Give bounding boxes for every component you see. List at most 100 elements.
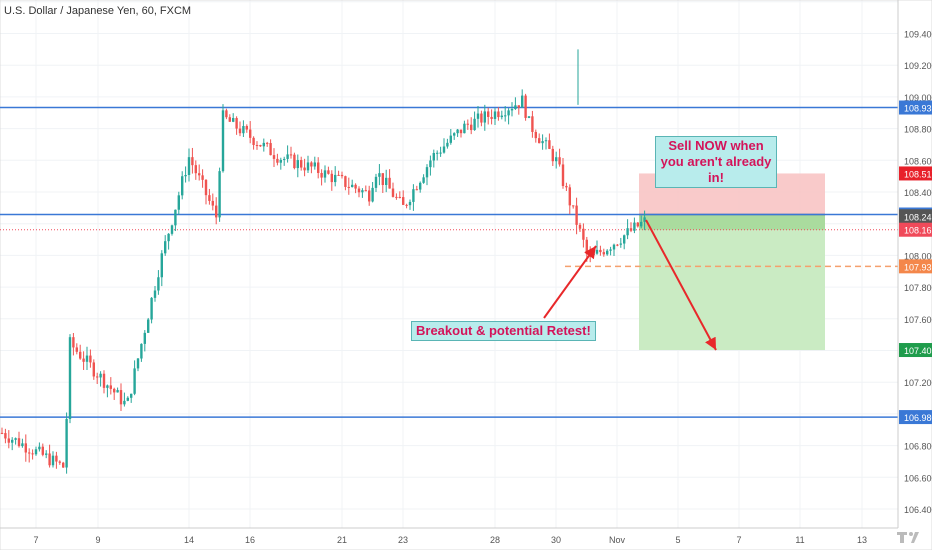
candle-body bbox=[402, 197, 405, 205]
time-tick-label: 7 bbox=[736, 535, 741, 545]
target-arrow bbox=[645, 219, 717, 351]
candle-body bbox=[487, 111, 490, 117]
candle-body bbox=[99, 373, 102, 378]
candle-body bbox=[255, 145, 259, 147]
candle-body bbox=[113, 388, 116, 393]
candle-body bbox=[89, 355, 92, 363]
breakout-arrow bbox=[543, 245, 597, 319]
candle-body bbox=[629, 228, 633, 231]
candle-body bbox=[126, 397, 129, 401]
candle-body bbox=[599, 249, 602, 253]
candle-body bbox=[442, 146, 446, 153]
candle-body bbox=[235, 118, 238, 129]
candle-body bbox=[249, 129, 252, 138]
candle-body bbox=[187, 157, 191, 175]
price-tick-label: 106.600 bbox=[904, 473, 932, 483]
candle-body bbox=[582, 228, 585, 240]
candle-body bbox=[85, 355, 89, 362]
candle-body bbox=[62, 462, 65, 468]
candle-body bbox=[320, 172, 323, 178]
candle-body bbox=[408, 201, 412, 206]
candle-body bbox=[419, 182, 422, 190]
breakout-note[interactable]: Breakout & potential Retest! bbox=[411, 321, 596, 341]
annotation-arrows[interactable] bbox=[543, 219, 717, 351]
candle-body bbox=[191, 157, 194, 166]
candle-body bbox=[17, 438, 21, 447]
level-price-label-bg bbox=[899, 100, 932, 115]
candle-body bbox=[337, 174, 340, 176]
candle-body bbox=[269, 143, 272, 156]
candle-body bbox=[21, 443, 24, 447]
candle-body bbox=[24, 443, 27, 453]
candle-body bbox=[592, 253, 595, 256]
time-tick-label: 5 bbox=[675, 535, 680, 545]
candle-body bbox=[174, 209, 177, 226]
candle-body bbox=[65, 418, 68, 468]
candle-body bbox=[534, 131, 537, 139]
stop-price-label-bg bbox=[899, 166, 932, 181]
candle-body bbox=[238, 128, 242, 134]
time-axis[interactable]: 7 9 14 16 21 23 28 30 Nov 5 7 11 13 bbox=[0, 527, 898, 545]
candle-body bbox=[551, 148, 554, 162]
candle-body bbox=[504, 115, 507, 117]
candle-body bbox=[160, 253, 163, 278]
time-tick-label: 23 bbox=[398, 535, 408, 545]
price-tick-label: 107.800 bbox=[904, 283, 932, 293]
candle-body bbox=[405, 204, 408, 206]
open-profit-zone bbox=[639, 214, 825, 230]
target-price-label: 107.403 bbox=[904, 346, 932, 356]
candle-body bbox=[334, 174, 337, 183]
take-profit-zone bbox=[639, 214, 825, 351]
candle-body bbox=[361, 190, 364, 193]
candle-body bbox=[147, 319, 150, 333]
candle-body bbox=[92, 362, 95, 377]
candle-body bbox=[306, 162, 310, 171]
candle-body bbox=[517, 105, 520, 108]
stop-price-label: 108.517 bbox=[904, 169, 932, 179]
candle-body bbox=[572, 205, 575, 207]
candle-body bbox=[177, 195, 180, 210]
candle-body bbox=[45, 453, 48, 455]
candle-body bbox=[527, 116, 531, 118]
candle-body bbox=[167, 233, 170, 242]
candle-body bbox=[153, 290, 157, 298]
candle-body bbox=[55, 455, 58, 462]
sell-note[interactable]: Sell NOW when you aren't already in! bbox=[655, 136, 777, 188]
candle-body bbox=[293, 154, 296, 169]
candle-body bbox=[283, 158, 286, 160]
position-zones[interactable] bbox=[639, 173, 825, 351]
candle-body bbox=[483, 111, 486, 123]
candle-body bbox=[323, 170, 327, 178]
candle-body bbox=[429, 160, 432, 168]
candle-body bbox=[565, 185, 568, 188]
price-axis[interactable]: 106.400106.600106.800107.000107.200107.4… bbox=[897, 0, 932, 528]
candle-body bbox=[558, 157, 561, 165]
candle-body bbox=[327, 170, 330, 174]
candle-body bbox=[245, 126, 248, 130]
candle-body bbox=[143, 332, 146, 344]
candle-body bbox=[490, 116, 493, 119]
price-tick-label: 109.200 bbox=[904, 61, 932, 71]
last-price-label-bg bbox=[899, 209, 932, 224]
candle-body bbox=[41, 446, 44, 455]
price-tick-label: 106.400 bbox=[904, 505, 932, 515]
candle-body bbox=[459, 129, 463, 134]
candle-body bbox=[354, 184, 357, 189]
candle-body bbox=[150, 297, 153, 320]
candle-body bbox=[204, 179, 208, 196]
candle-body bbox=[310, 162, 313, 167]
candle-body bbox=[34, 449, 38, 455]
candle-body bbox=[568, 187, 571, 206]
candle-body bbox=[398, 196, 401, 198]
candle-body bbox=[548, 140, 551, 149]
candle-body bbox=[612, 244, 616, 250]
candle-body bbox=[633, 222, 636, 231]
candle-body bbox=[544, 140, 548, 142]
horizontal-levels[interactable] bbox=[0, 106, 898, 418]
candle-body bbox=[181, 176, 184, 196]
candle-body bbox=[575, 205, 578, 225]
candle-body bbox=[106, 385, 109, 388]
candle-body bbox=[602, 252, 605, 255]
candle-body bbox=[340, 174, 344, 177]
